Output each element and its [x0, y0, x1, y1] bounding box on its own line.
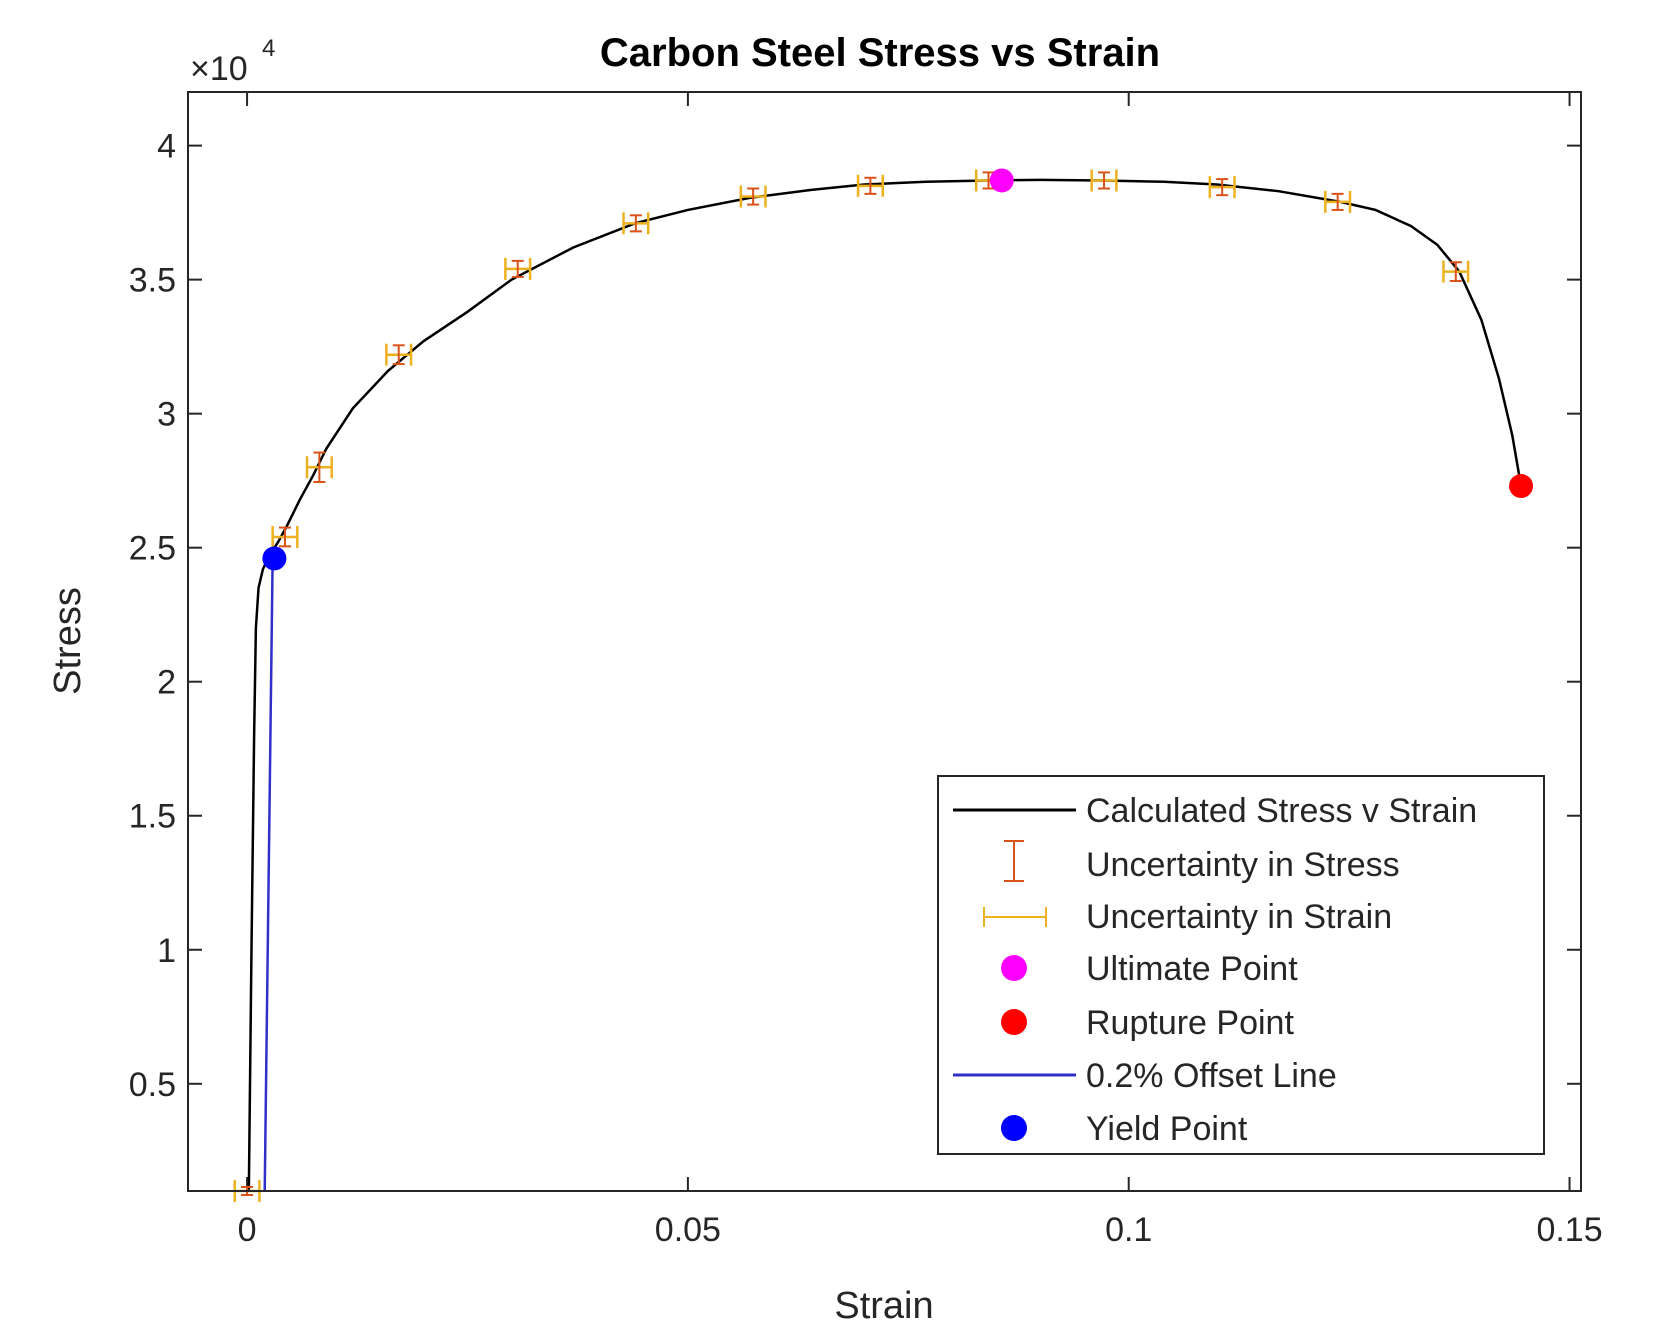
legend-entry-rupture: Rupture Point: [1001, 1004, 1294, 1042]
y-tick-label: 0.5: [129, 1066, 176, 1104]
legend-box: [937, 775, 1545, 1155]
stress-errorbar: [1449, 261, 1462, 282]
chart-title: Carbon Steel Stress vs Strain: [600, 31, 1160, 75]
x-tick-label: 0.15: [1536, 1211, 1602, 1249]
legend-swatch-yield: [1001, 1115, 1027, 1141]
legend-entry-strain-uncertainty: Uncertainty in Strain: [983, 898, 1392, 936]
x-tick-labels: 0 0.05 0.1 0.15: [238, 1211, 1603, 1249]
x-axis-label: Strain: [834, 1285, 933, 1327]
x-tick-label: 0.05: [655, 1211, 721, 1249]
legend-label-yield: Yield Point: [1086, 1110, 1248, 1148]
legend: Calculated Stress v Strain Uncertainty i…: [937, 775, 1545, 1155]
legend-label-ultimate: Ultimate Point: [1086, 950, 1298, 988]
legend-label-rupture: Rupture Point: [1086, 1004, 1294, 1042]
legend-entry-yield: Yield Point: [1001, 1110, 1248, 1148]
plot-frame: [187, 91, 1582, 1192]
stress-errorbar: [1331, 192, 1344, 211]
stress-errorbar: [864, 176, 877, 195]
legend-swatch-ultimate: [1001, 955, 1027, 981]
legend-label-curve: Calculated Stress v Strain: [1086, 792, 1477, 830]
legend-swatch-rupture: [1001, 1009, 1027, 1035]
stress-errorbar: [1098, 171, 1111, 190]
y-axis-label: Stress: [47, 587, 89, 695]
stress-errorbar: [982, 171, 995, 190]
offset-line: [263, 558, 274, 1191]
x-tick-label: 0: [238, 1211, 257, 1249]
yield-point: [262, 546, 287, 571]
y-tick-label: 3.5: [129, 262, 176, 300]
legend-label-strain-uncertainty: Uncertainty in Strain: [1086, 898, 1392, 936]
legend-label-offset-line: 0.2% Offset Line: [1086, 1057, 1337, 1095]
y-tick-label: 3: [157, 396, 176, 434]
y-exponent-base: ×10: [190, 50, 248, 88]
stress-errorbar: [629, 214, 642, 233]
y-tick-labels: 0.5 1 1.5 2 2.5 3 3.5 4: [129, 128, 176, 1104]
y-tick-label: 4: [157, 128, 176, 166]
chart-marks: [233, 168, 1534, 1202]
stress-errorbar: [313, 451, 326, 484]
legend-entry-stress-uncertainty: Uncertainty in Stress: [1004, 840, 1400, 884]
x-tick-label: 0.1: [1105, 1211, 1152, 1249]
y-exponent: ×10 4: [190, 35, 275, 88]
axis-ticks: [188, 92, 1581, 1191]
stress-errorbar: [1216, 178, 1229, 197]
y-tick-label: 1: [157, 932, 176, 970]
y-tick-label: 2.5: [129, 530, 176, 568]
stress-errorbar: [511, 259, 524, 278]
stress-errorbar: [747, 187, 760, 206]
legend-swatch-stress-errorbar: [1004, 840, 1024, 882]
y-exponent-power: 4: [262, 35, 275, 62]
ultimate-point: [989, 168, 1014, 193]
legend-entry-ultimate: Ultimate Point: [1001, 950, 1298, 988]
legend-entry-curve: Calculated Stress v Strain: [953, 792, 1477, 830]
legend-swatch-strain-errorbar: [983, 907, 1047, 927]
stress-errorbar: [392, 344, 405, 366]
legend-label-stress-uncertainty: Uncertainty in Stress: [1086, 846, 1400, 884]
stress-errorbar: [278, 526, 291, 548]
legend-entry-offset-line: 0.2% Offset Line: [953, 1057, 1337, 1095]
rupture-point: [1509, 474, 1534, 499]
y-tick-label: 1.5: [129, 798, 176, 836]
y-tick-label: 2: [157, 664, 176, 702]
